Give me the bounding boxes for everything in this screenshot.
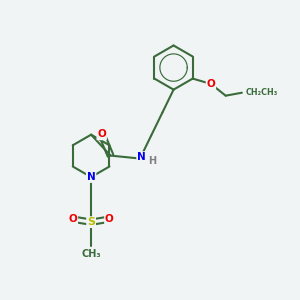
Text: CH₂CH₃: CH₂CH₃ (245, 88, 278, 97)
Text: S: S (87, 217, 95, 227)
Text: N: N (137, 152, 146, 162)
Text: N: N (87, 172, 95, 182)
Text: O: O (97, 129, 106, 140)
Text: H: H (148, 156, 156, 166)
Text: O: O (68, 214, 77, 224)
Text: CH₃: CH₃ (81, 249, 101, 259)
Text: O: O (105, 214, 114, 224)
Text: O: O (207, 79, 215, 89)
